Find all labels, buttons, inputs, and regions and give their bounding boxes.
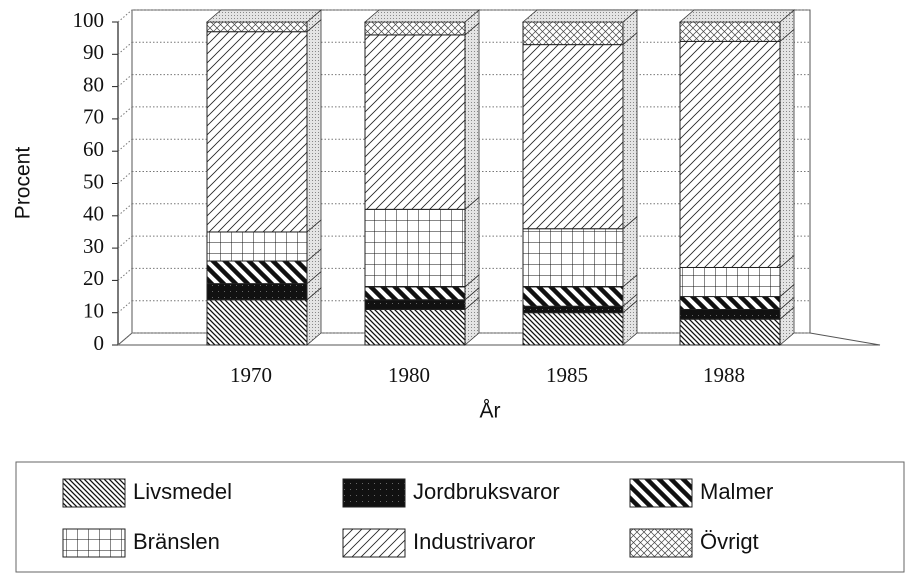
y-tick-label: 10 bbox=[83, 299, 104, 323]
legend-swatch bbox=[629, 528, 693, 558]
bar-top bbox=[521, 9, 639, 23]
bar-segment bbox=[679, 318, 781, 346]
grid-line bbox=[117, 41, 133, 55]
grid-line bbox=[117, 106, 133, 120]
bar-side bbox=[622, 31, 638, 230]
legend-swatch bbox=[629, 478, 693, 508]
legend-label: Malmer bbox=[700, 479, 773, 504]
grid-line bbox=[117, 235, 133, 249]
y-axis-title: Procent bbox=[12, 147, 35, 220]
bar-segment bbox=[364, 308, 466, 346]
bar-segment bbox=[679, 21, 781, 42]
bar-side bbox=[464, 196, 480, 288]
bar-segment bbox=[679, 308, 781, 320]
bar-top bbox=[678, 9, 796, 23]
legend-label: Industrivaror bbox=[413, 529, 535, 554]
y-tick-label: 30 bbox=[83, 234, 104, 258]
grid-line bbox=[117, 332, 133, 346]
x-tick-label: 1985 bbox=[546, 363, 588, 387]
legend-label: Livsmedel bbox=[133, 479, 232, 504]
bar-segment bbox=[522, 21, 624, 46]
grid-line bbox=[117, 138, 133, 152]
bar-segment bbox=[522, 286, 624, 307]
x-tick-label: 1980 bbox=[388, 363, 430, 387]
y-tick-label: 20 bbox=[83, 266, 104, 290]
bar-segment bbox=[364, 286, 466, 301]
x-axis-title: År bbox=[480, 400, 501, 423]
bar-top bbox=[205, 9, 323, 23]
bar-segment bbox=[206, 260, 308, 285]
y-tick-label: 60 bbox=[83, 137, 104, 161]
bar-top bbox=[363, 9, 481, 23]
y-tick-label: 0 bbox=[94, 331, 105, 355]
grid-line bbox=[117, 74, 133, 87]
legend-label: Bränslen bbox=[133, 529, 220, 554]
legend-label: Övrigt bbox=[700, 529, 759, 554]
y-tick-label: 90 bbox=[83, 40, 104, 64]
bar-segment bbox=[679, 266, 781, 298]
y-tick-label: 40 bbox=[83, 202, 104, 226]
x-tick-label: 1970 bbox=[230, 363, 272, 387]
y-tick-label: 50 bbox=[83, 169, 104, 193]
bar-side bbox=[464, 22, 480, 211]
grid-line bbox=[117, 268, 133, 281]
bar-segment bbox=[522, 312, 624, 346]
bar-segment bbox=[679, 296, 781, 310]
bar-segment bbox=[522, 44, 624, 230]
grid-line bbox=[117, 171, 133, 184]
bar-segment bbox=[364, 21, 466, 36]
legend-label: Jordbruksvaror bbox=[413, 479, 560, 504]
legend-swatch bbox=[342, 478, 406, 508]
y-tick-label: 80 bbox=[83, 72, 104, 96]
legend-swatch bbox=[342, 528, 406, 558]
bar-segment bbox=[206, 299, 308, 346]
grid-line bbox=[117, 203, 133, 217]
legend-swatch bbox=[62, 528, 126, 558]
bar-side bbox=[306, 18, 322, 233]
bar-segment bbox=[206, 231, 308, 262]
y-tick-label: 100 bbox=[73, 8, 105, 32]
bar-segment bbox=[206, 21, 308, 33]
bar-segment bbox=[206, 31, 308, 233]
bar-segment bbox=[522, 228, 624, 288]
legend-swatch bbox=[62, 478, 126, 508]
grid-line bbox=[117, 9, 133, 23]
x-tick-label: 1988 bbox=[703, 363, 745, 387]
bar-segment bbox=[206, 283, 308, 301]
legend-box bbox=[15, 461, 905, 573]
bar-segment bbox=[679, 40, 781, 268]
bar-segment bbox=[364, 299, 466, 310]
bar-segment bbox=[522, 305, 624, 314]
bar-segment bbox=[364, 34, 466, 210]
bar-segment bbox=[364, 208, 466, 288]
grid-line bbox=[117, 300, 133, 314]
y-tick-label: 70 bbox=[83, 105, 104, 129]
bar-side bbox=[779, 28, 795, 269]
